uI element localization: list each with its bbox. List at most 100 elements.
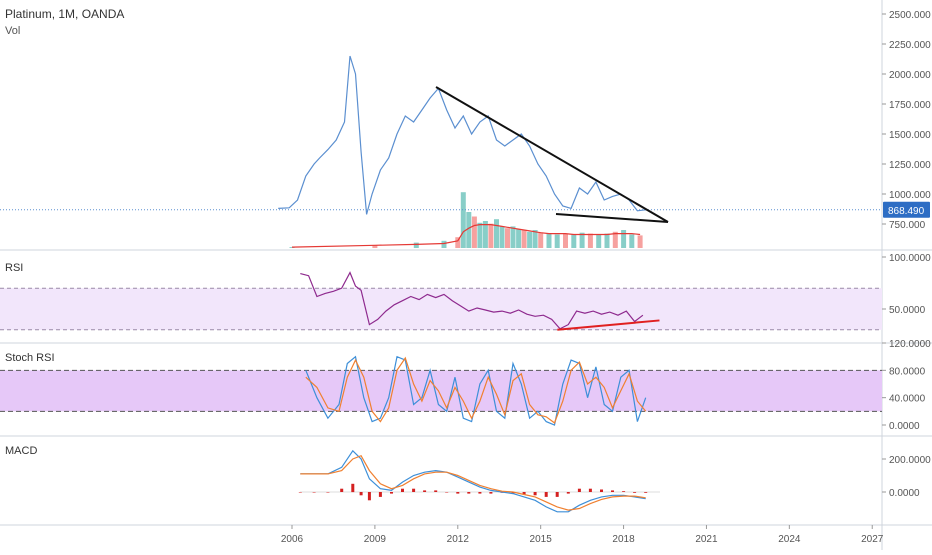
volume-bar — [372, 245, 378, 248]
macd-histogram-bar — [588, 488, 592, 492]
volume-bar — [455, 237, 461, 248]
macd-histogram-bar — [390, 492, 393, 494]
volume-bar — [621, 230, 627, 248]
macd-tick-label: 0.0000 — [889, 488, 920, 499]
chart-title: Platinum, 1M, OANDA — [5, 7, 124, 21]
macd-histogram-bar — [522, 492, 526, 495]
time-tick-label: 2024 — [778, 534, 801, 545]
volume-label: Vol — [5, 25, 20, 37]
macd-histogram-bar — [434, 490, 438, 492]
volume-bar — [629, 234, 635, 248]
macd-histogram-bar — [611, 490, 614, 492]
rsi-label: RSI — [5, 262, 23, 274]
current-price-badge — [883, 201, 930, 218]
macd-histogram-bar — [622, 491, 626, 492]
macd-histogram-bar — [378, 492, 382, 497]
volume-bars — [289, 192, 643, 248]
rsi-tick-label: 50.0000 — [889, 305, 926, 316]
macd-histogram-bar — [633, 492, 637, 493]
time-tick-label: 2018 — [612, 534, 635, 545]
macd-histogram-bar — [467, 492, 471, 494]
price-tick-label: 2500.000 — [889, 10, 931, 21]
volume-bar — [571, 234, 577, 248]
volume-bar — [471, 216, 477, 248]
macd-histogram-bar — [456, 492, 460, 494]
macd-histogram-bar — [326, 492, 330, 493]
macd-line — [300, 449, 646, 513]
time-tick-label: 2009 — [364, 534, 387, 545]
price-line — [278, 55, 646, 215]
volume-bar — [563, 233, 568, 248]
macd-histogram-bar — [577, 488, 581, 492]
macd-histogram-bar — [340, 488, 344, 492]
stoch-tick-label: 40.0000 — [889, 394, 926, 405]
macd-histogram-bar — [544, 492, 548, 497]
macd-histogram — [298, 483, 648, 501]
trend-line-lower — [555, 213, 669, 223]
macd-histogram-bar — [351, 483, 355, 493]
price-tick-label: 2250.000 — [889, 40, 931, 51]
volume-bar — [510, 226, 516, 248]
price-tick-label: 1000.000 — [889, 190, 931, 201]
volume-bar — [546, 233, 552, 248]
rsi-trend-line — [557, 319, 660, 331]
volume-bar — [488, 223, 494, 248]
volume-bar — [604, 233, 610, 248]
macd-histogram-bar — [298, 492, 302, 493]
macd-histogram-bar — [555, 492, 559, 497]
volume-bar — [505, 228, 510, 248]
volume-ma-line — [291, 224, 641, 248]
macd-histogram-bar — [489, 492, 493, 494]
stoch-rsi-label: Stoch RSI — [5, 352, 55, 364]
macd-histogram-bar — [511, 492, 515, 494]
volume-bar — [596, 234, 602, 248]
time-tick-label: 2021 — [695, 534, 718, 545]
volume-bar — [516, 229, 522, 248]
macd-label: MACD — [5, 445, 37, 457]
macd-histogram-bar — [445, 492, 449, 493]
macd-histogram-bar — [644, 492, 648, 493]
price-tick-label: 1750.000 — [889, 100, 931, 111]
stoch-band — [0, 370, 882, 412]
volume-bar — [612, 231, 618, 248]
price-tick-label: 1500.000 — [889, 130, 931, 141]
price-axis-labels: 750.000 1000.000 1250.000 1500.000 1750.000 2… — [882, 10, 931, 499]
stoch-tick-label: 80.0000 — [889, 366, 926, 377]
volume-bar — [466, 212, 472, 248]
stoch-d-line — [305, 356, 647, 424]
macd-signal-line — [300, 454, 646, 511]
price-tick-label: 2000.000 — [889, 70, 931, 81]
current-price-label: 868.490 — [888, 206, 925, 217]
time-tick-label: 2015 — [530, 534, 553, 545]
volume-bar — [587, 233, 593, 248]
macd-histogram-bar — [566, 492, 570, 494]
macd-histogram-bar — [533, 492, 537, 496]
macd-histogram-bar — [423, 490, 427, 492]
volume-bar — [494, 219, 499, 248]
rsi-tick-label: 100.0000 — [889, 253, 931, 264]
volume-bar — [521, 230, 527, 248]
macd-tick-label: 200.0000 — [889, 455, 931, 466]
rsi-line — [300, 271, 644, 330]
price-tick-label: 750.000 — [889, 220, 926, 231]
volume-bar — [527, 231, 533, 248]
volume-bar — [289, 247, 295, 248]
macd-histogram-bar — [312, 492, 316, 493]
volume-bar — [579, 232, 585, 248]
time-tick-label: 2006 — [281, 534, 304, 545]
stoch-tick-label: 120.0000 — [889, 339, 931, 350]
rsi-band — [0, 288, 882, 330]
volume-bar — [441, 240, 447, 248]
trend-line-upper — [435, 86, 669, 223]
macd-histogram-bar — [478, 492, 482, 494]
macd-histogram-bar — [367, 492, 371, 501]
volume-bar — [477, 222, 483, 248]
stoch-k-line — [305, 355, 647, 426]
time-tick-label: 2012 — [447, 534, 470, 545]
macd-histogram-bar — [359, 492, 363, 496]
volume-bar — [482, 221, 488, 248]
volume-bar — [413, 242, 419, 248]
volume-bar — [499, 226, 505, 248]
